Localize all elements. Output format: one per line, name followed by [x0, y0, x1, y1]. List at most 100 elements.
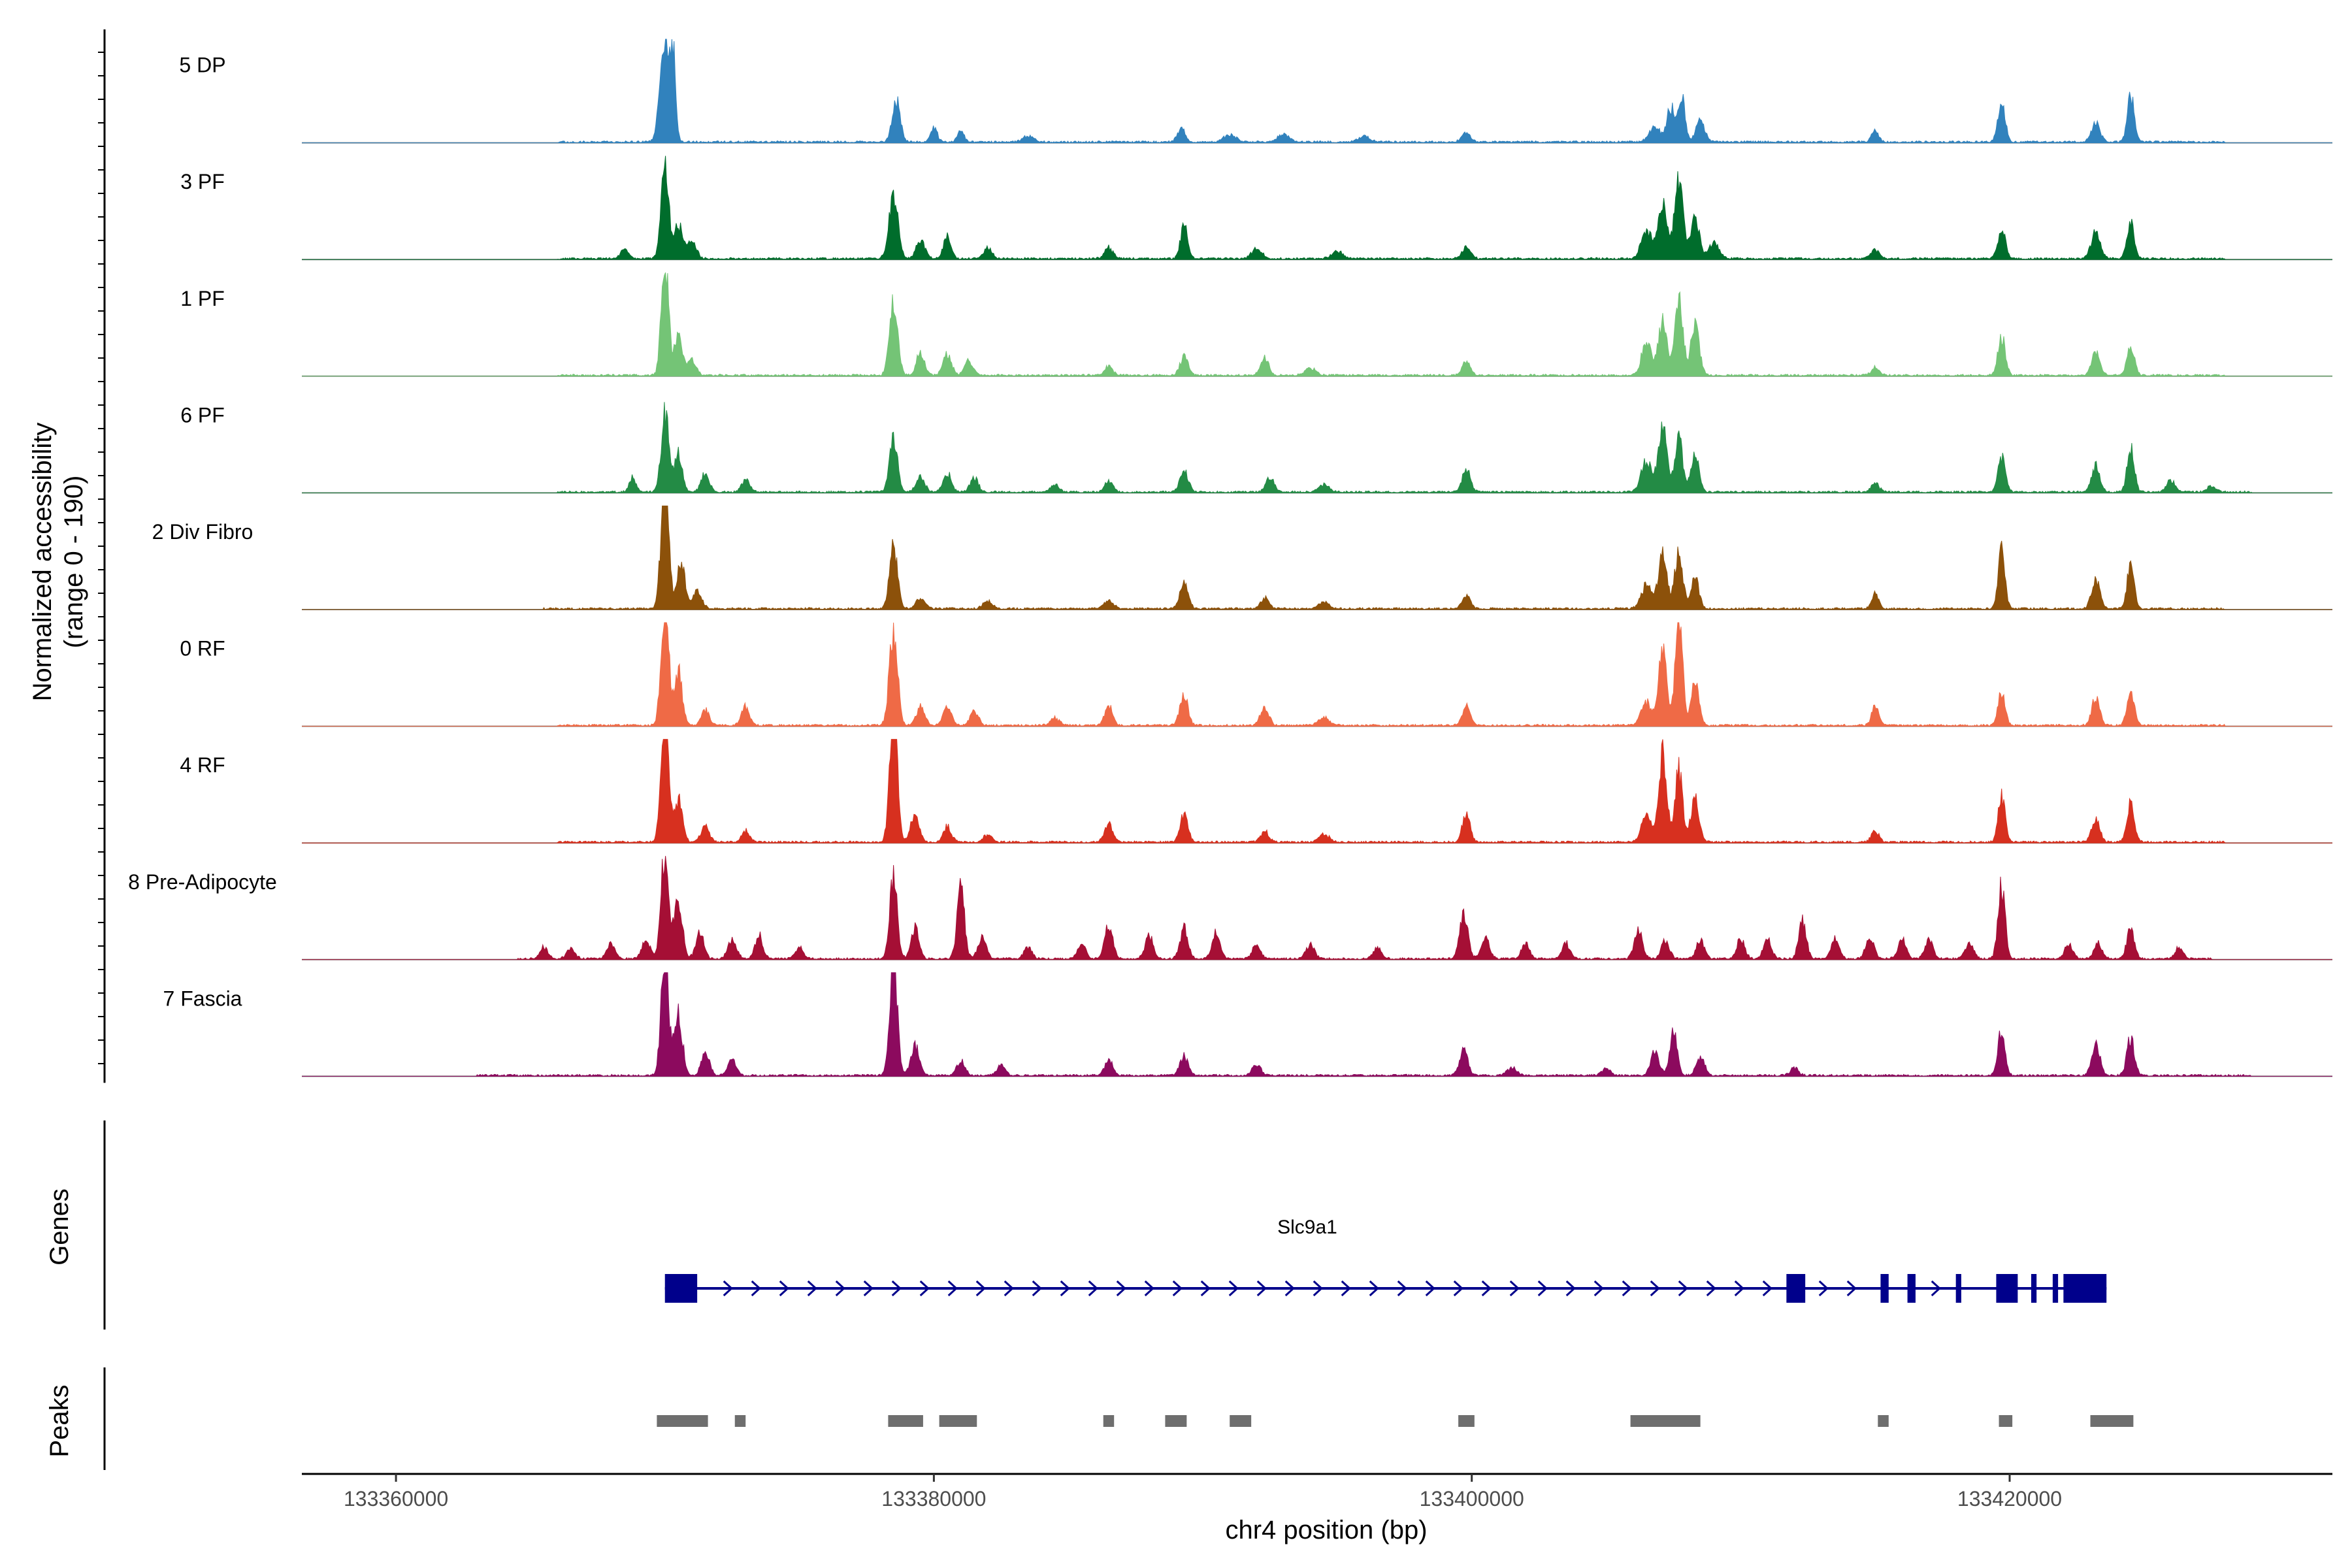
strand-arrow: [1088, 1280, 1098, 1297]
strand-arrow: [1650, 1280, 1660, 1297]
track-label: 4 RF: [180, 753, 225, 777]
strand-arrow: [1678, 1280, 1688, 1297]
x-tick-label: 133360000: [344, 1487, 448, 1511]
coverage-area: [302, 856, 2332, 960]
strand-arrow: [1593, 1280, 1604, 1297]
strand-arrow: [1060, 1280, 1070, 1297]
coverage-track: 1 PF: [180, 272, 2332, 377]
coverage-track: 0 RF: [180, 622, 2332, 727]
strand-arrow: [1200, 1280, 1211, 1297]
coverage-track: 4 RF: [180, 739, 2332, 844]
track-label: 2 Div Fibro: [152, 520, 253, 544]
coverage-track: 7 Fascia: [163, 972, 2332, 1077]
peak-region: [1165, 1415, 1187, 1427]
peak-region: [734, 1415, 746, 1427]
gene-exon: [1786, 1274, 1806, 1303]
track-label: 7 Fascia: [163, 987, 242, 1010]
coverage-track: 3 PF: [180, 155, 2332, 261]
peak-region: [888, 1415, 923, 1427]
track-label: 6 PF: [180, 403, 225, 427]
coverage-area: [302, 505, 2332, 610]
coverage-track: 5 DP: [179, 39, 2332, 144]
strand-arrow: [1313, 1280, 1323, 1297]
strand-arrow: [1931, 1280, 1941, 1297]
strand-arrow: [891, 1280, 902, 1297]
coverage-track: 6 PF: [180, 402, 2332, 494]
peak-region: [939, 1415, 977, 1427]
strand-arrow: [1818, 1280, 1829, 1297]
strand-arrow: [975, 1280, 986, 1297]
strand-arrow: [1425, 1280, 1435, 1297]
strand-arrow: [1537, 1280, 1548, 1297]
peak-region: [1878, 1415, 1889, 1427]
strand-arrow: [1341, 1280, 1351, 1297]
peak-region: [2090, 1415, 2134, 1427]
track-label: 8 Pre-Adipocyte: [128, 870, 277, 894]
gene-name-label: Slc9a1: [1277, 1217, 1337, 1238]
track-label: 1 PF: [180, 287, 225, 310]
genes-panel-title: Genes: [45, 1188, 74, 1266]
coverage-area: [302, 155, 2332, 261]
coverage-track: 2 Div Fibro: [152, 505, 2332, 610]
strand-arrow: [863, 1280, 874, 1297]
coverage-area: [302, 972, 2332, 1077]
gene-exon: [664, 1274, 698, 1303]
x-axis-title: chr4 position (bp): [1225, 1516, 1427, 1544]
peak-region: [1458, 1415, 1475, 1427]
strand-arrow: [1481, 1280, 1492, 1297]
strand-arrow: [835, 1280, 845, 1297]
track-label: 0 RF: [180, 637, 225, 661]
peak-region: [1999, 1415, 2013, 1427]
strand-arrow: [1144, 1280, 1154, 1297]
x-tick-label: 133380000: [881, 1487, 986, 1511]
strand-arrow: [1706, 1280, 1716, 1297]
y-axis-label: Normalized accessibility: [28, 423, 57, 702]
coverage-tracks: 5 DP 3 PF 1 PF 6 PF 2 Div Fibro 0 RF 4 RF 8 Pre…: [98, 29, 2332, 1083]
strand-arrow: [751, 1280, 761, 1297]
strand-arrow: [1397, 1280, 1407, 1297]
gene-exon: [1907, 1274, 1916, 1303]
strand-arrow: [807, 1280, 817, 1297]
y-axis-title: Normalized accessibility (range 0 - 190): [28, 423, 88, 702]
gene-exon: [1955, 1274, 1961, 1303]
gene-exon: [1880, 1274, 1889, 1303]
coverage-area: [302, 39, 2332, 144]
peak-region: [1103, 1415, 1115, 1427]
strand-arrow: [1116, 1280, 1126, 1297]
strand-arrow: [1846, 1280, 1857, 1297]
peak-region: [1230, 1415, 1252, 1427]
coverage-area: [302, 622, 2332, 727]
x-tick-label: 133400000: [1420, 1487, 1524, 1511]
coverage-area: [302, 402, 2332, 494]
track-label: 3 PF: [180, 170, 225, 193]
strand-arrow: [1228, 1280, 1239, 1297]
gene-exon: [2052, 1274, 2059, 1303]
strand-arrow: [1032, 1280, 1042, 1297]
strand-arrow: [1284, 1280, 1295, 1297]
strand-arrow: [1369, 1280, 1379, 1297]
coverage-track: 8 Pre-Adipocyte: [128, 856, 2332, 960]
strand-arrow: [1565, 1280, 1576, 1297]
peak-region: [1630, 1415, 1701, 1427]
track-label: 5 DP: [179, 54, 225, 77]
strand-arrow: [1453, 1280, 1463, 1297]
peaks-track: [103, 1367, 2134, 1470]
peaks-panel-label: Peaks: [45, 1384, 74, 1457]
strand-arrow: [1256, 1280, 1267, 1297]
peaks-panel-title: Peaks: [45, 1384, 74, 1457]
strand-arrow: [1004, 1280, 1014, 1297]
strand-arrow: [1509, 1280, 1520, 1297]
x-tick-label: 133420000: [1957, 1487, 2062, 1511]
coverage-area: [302, 739, 2332, 844]
strand-arrow: [723, 1280, 733, 1297]
gene-track: Slc9a1: [103, 1120, 2107, 1330]
gene-exon: [2063, 1274, 2107, 1303]
strand-arrow: [1622, 1280, 1632, 1297]
peak-region: [657, 1415, 708, 1427]
gene-exon: [2031, 1274, 2037, 1303]
x-axis: 133360000 133380000 133400000 133420000: [302, 1473, 2332, 1511]
strand-arrow: [919, 1280, 930, 1297]
strand-arrow: [947, 1280, 958, 1297]
strand-arrow: [1172, 1280, 1183, 1297]
